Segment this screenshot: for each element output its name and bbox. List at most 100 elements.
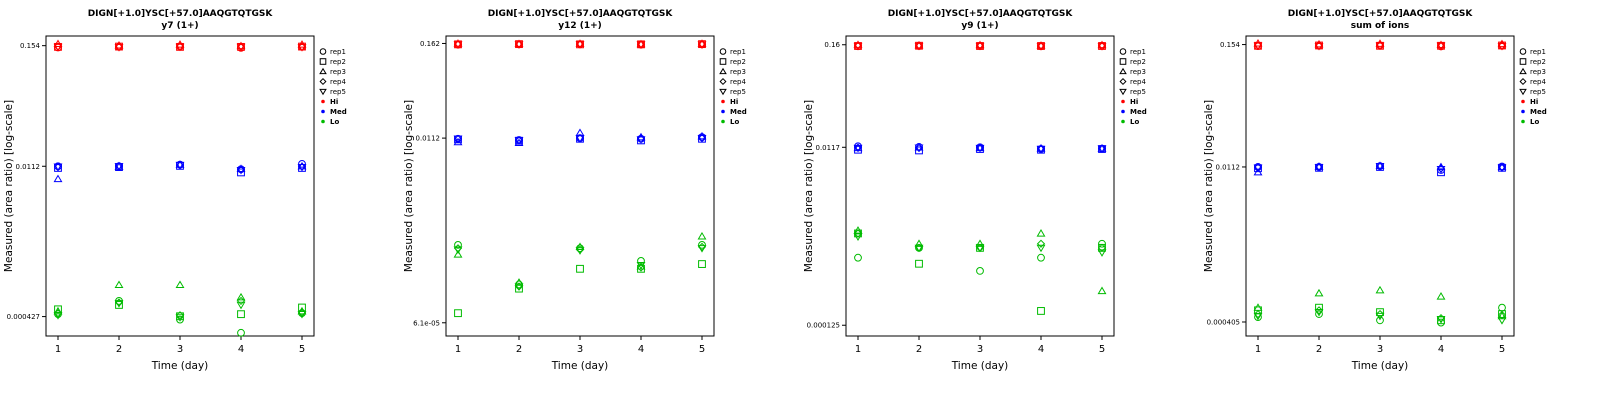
data-point-diamond — [1036, 239, 1046, 248]
data-point-triangle-up — [1036, 41, 1046, 49]
legend-dot-hi — [1521, 99, 1525, 104]
hi-series — [1253, 38, 1507, 51]
data-point-circle — [319, 48, 327, 55]
y-axis-label: Measured (area ratio) [log-scale] — [3, 100, 15, 272]
data-point-square — [298, 303, 306, 312]
chart-svg: DIGN[+1.0]YSC[+57.0]AAQGTQTGSK y7 (1+) 0.1… — [3, 9, 347, 372]
x-tick-label: 2 — [516, 344, 522, 355]
data-point-triangle-down — [114, 44, 124, 52]
data-point-triangle-down — [1253, 42, 1263, 51]
x-axis: 1 2 3 4 5 — [455, 336, 705, 355]
data-point-triangle-up — [697, 231, 707, 240]
data-point-square — [1437, 168, 1445, 177]
legend-label-med: Med — [1530, 108, 1547, 116]
data-point-triangle-down — [114, 163, 124, 171]
y-axis: 0.154 0.0112 0.000427 — [7, 42, 46, 321]
data-point-triangle-up — [453, 250, 463, 258]
data-point-triangle-down — [1375, 42, 1385, 51]
data-point-triangle-down — [975, 42, 985, 51]
data-point-triangle-down — [297, 44, 307, 52]
chart-svg: DIGN[+1.0]YSC[+57.0]AAQGTQTGSK sum of ion… — [1203, 9, 1547, 372]
data-point-triangle-down — [1097, 249, 1107, 257]
chart-title: DIGN[+1.0]YSC[+57.0]AAQGTQTGSK — [888, 9, 1074, 19]
y-axis-label: Measured (area ratio) [log-scale] — [403, 100, 415, 272]
data-point-circle — [1119, 48, 1127, 55]
data-point-triangle-down — [1375, 162, 1385, 171]
legend-label-rep4: rep4 — [330, 78, 346, 86]
data-point-triangle-down — [1497, 317, 1507, 325]
data-point-triangle-down — [853, 144, 863, 153]
legend-label-hi: Hi — [330, 98, 338, 106]
data-point-triangle-down — [297, 163, 307, 172]
data-point-circle — [1098, 239, 1106, 248]
data-point-triangle-down — [236, 43, 246, 52]
data-point-triangle-down — [1119, 88, 1127, 96]
data-point-square — [719, 58, 727, 65]
data-point-circle — [1498, 303, 1506, 312]
hi-series — [853, 40, 1107, 51]
x-tick-label: 4 — [638, 344, 644, 355]
legend-label-rep5: rep5 — [1130, 88, 1146, 96]
data-point-triangle-up — [319, 67, 327, 75]
data-point-triangle-down — [453, 246, 463, 255]
data-point-triangle-up — [719, 67, 727, 75]
legend-label-rep3: rep3 — [730, 68, 746, 76]
med-series — [453, 128, 707, 146]
legend-label-rep5: rep5 — [1530, 88, 1546, 96]
data-point-triangle-down — [453, 41, 463, 49]
data-point-circle — [298, 159, 306, 168]
data-point-triangle-down — [175, 314, 185, 322]
data-point-triangle-down — [636, 41, 646, 49]
legend-label-rep3: rep3 — [1530, 68, 1546, 76]
data-point-triangle-down — [236, 166, 246, 175]
y-tick-label: 0.0112 — [1216, 163, 1241, 171]
data-point-triangle-up — [53, 174, 63, 183]
data-point-square — [237, 310, 245, 319]
data-point-triangle-down — [1436, 42, 1446, 51]
data-point-triangle-up — [975, 239, 985, 247]
data-point-triangle-down — [575, 135, 585, 143]
data-point-square — [237, 168, 245, 177]
x-tick-label: 3 — [977, 344, 983, 355]
data-point-triangle-down — [1097, 145, 1107, 154]
x-tick-label: 1 — [455, 344, 461, 355]
x-tick-label: 1 — [855, 344, 861, 355]
data-point-circle — [1519, 48, 1527, 55]
data-point-triangle-down — [175, 43, 185, 52]
lo-series — [53, 280, 307, 337]
legend-label-lo: Lo — [330, 118, 339, 126]
data-point-triangle-up — [1519, 67, 1527, 75]
plot-box — [445, 35, 715, 337]
legend-label-med: Med — [1130, 108, 1147, 116]
chart-subtitle: y7 (1+) — [161, 21, 198, 31]
data-point-triangle-up — [1314, 288, 1324, 297]
data-point-triangle-down — [1436, 165, 1446, 174]
data-point-circle — [237, 328, 245, 337]
data-point-triangle-down — [1036, 244, 1046, 253]
legend-dot-lo — [321, 119, 325, 124]
data-point-triangle-down — [853, 233, 863, 241]
data-point-square — [576, 264, 584, 273]
chart-subtitle: y12 (1+) — [558, 21, 602, 31]
data-point-triangle-down — [697, 134, 707, 143]
legend-label-med: Med — [730, 108, 747, 116]
med-series — [1253, 161, 1507, 177]
legend-label-rep1: rep1 — [330, 48, 346, 56]
data-point-square — [1119, 58, 1127, 65]
hi-series — [53, 39, 307, 52]
legend-label-rep2: rep2 — [730, 58, 746, 66]
data-point-triangle-down — [175, 161, 185, 170]
legend-dot-hi — [721, 99, 725, 104]
legend: rep1 rep2 rep3 rep4 rep5 Hi Med Lo — [1119, 48, 1147, 126]
data-point-triangle-down — [1497, 164, 1507, 173]
x-tick-label: 2 — [916, 344, 922, 355]
x-tick-label: 1 — [55, 344, 61, 355]
data-point-triangle-down — [853, 42, 863, 51]
x-tick-label: 1 — [1255, 344, 1261, 355]
legend-dot-med — [1521, 109, 1525, 114]
data-point-triangle-down — [697, 41, 707, 49]
data-point-circle — [854, 253, 862, 262]
data-point-circle — [976, 266, 984, 275]
data-point-triangle-down — [914, 244, 924, 253]
data-point-triangle-down — [1314, 164, 1324, 172]
